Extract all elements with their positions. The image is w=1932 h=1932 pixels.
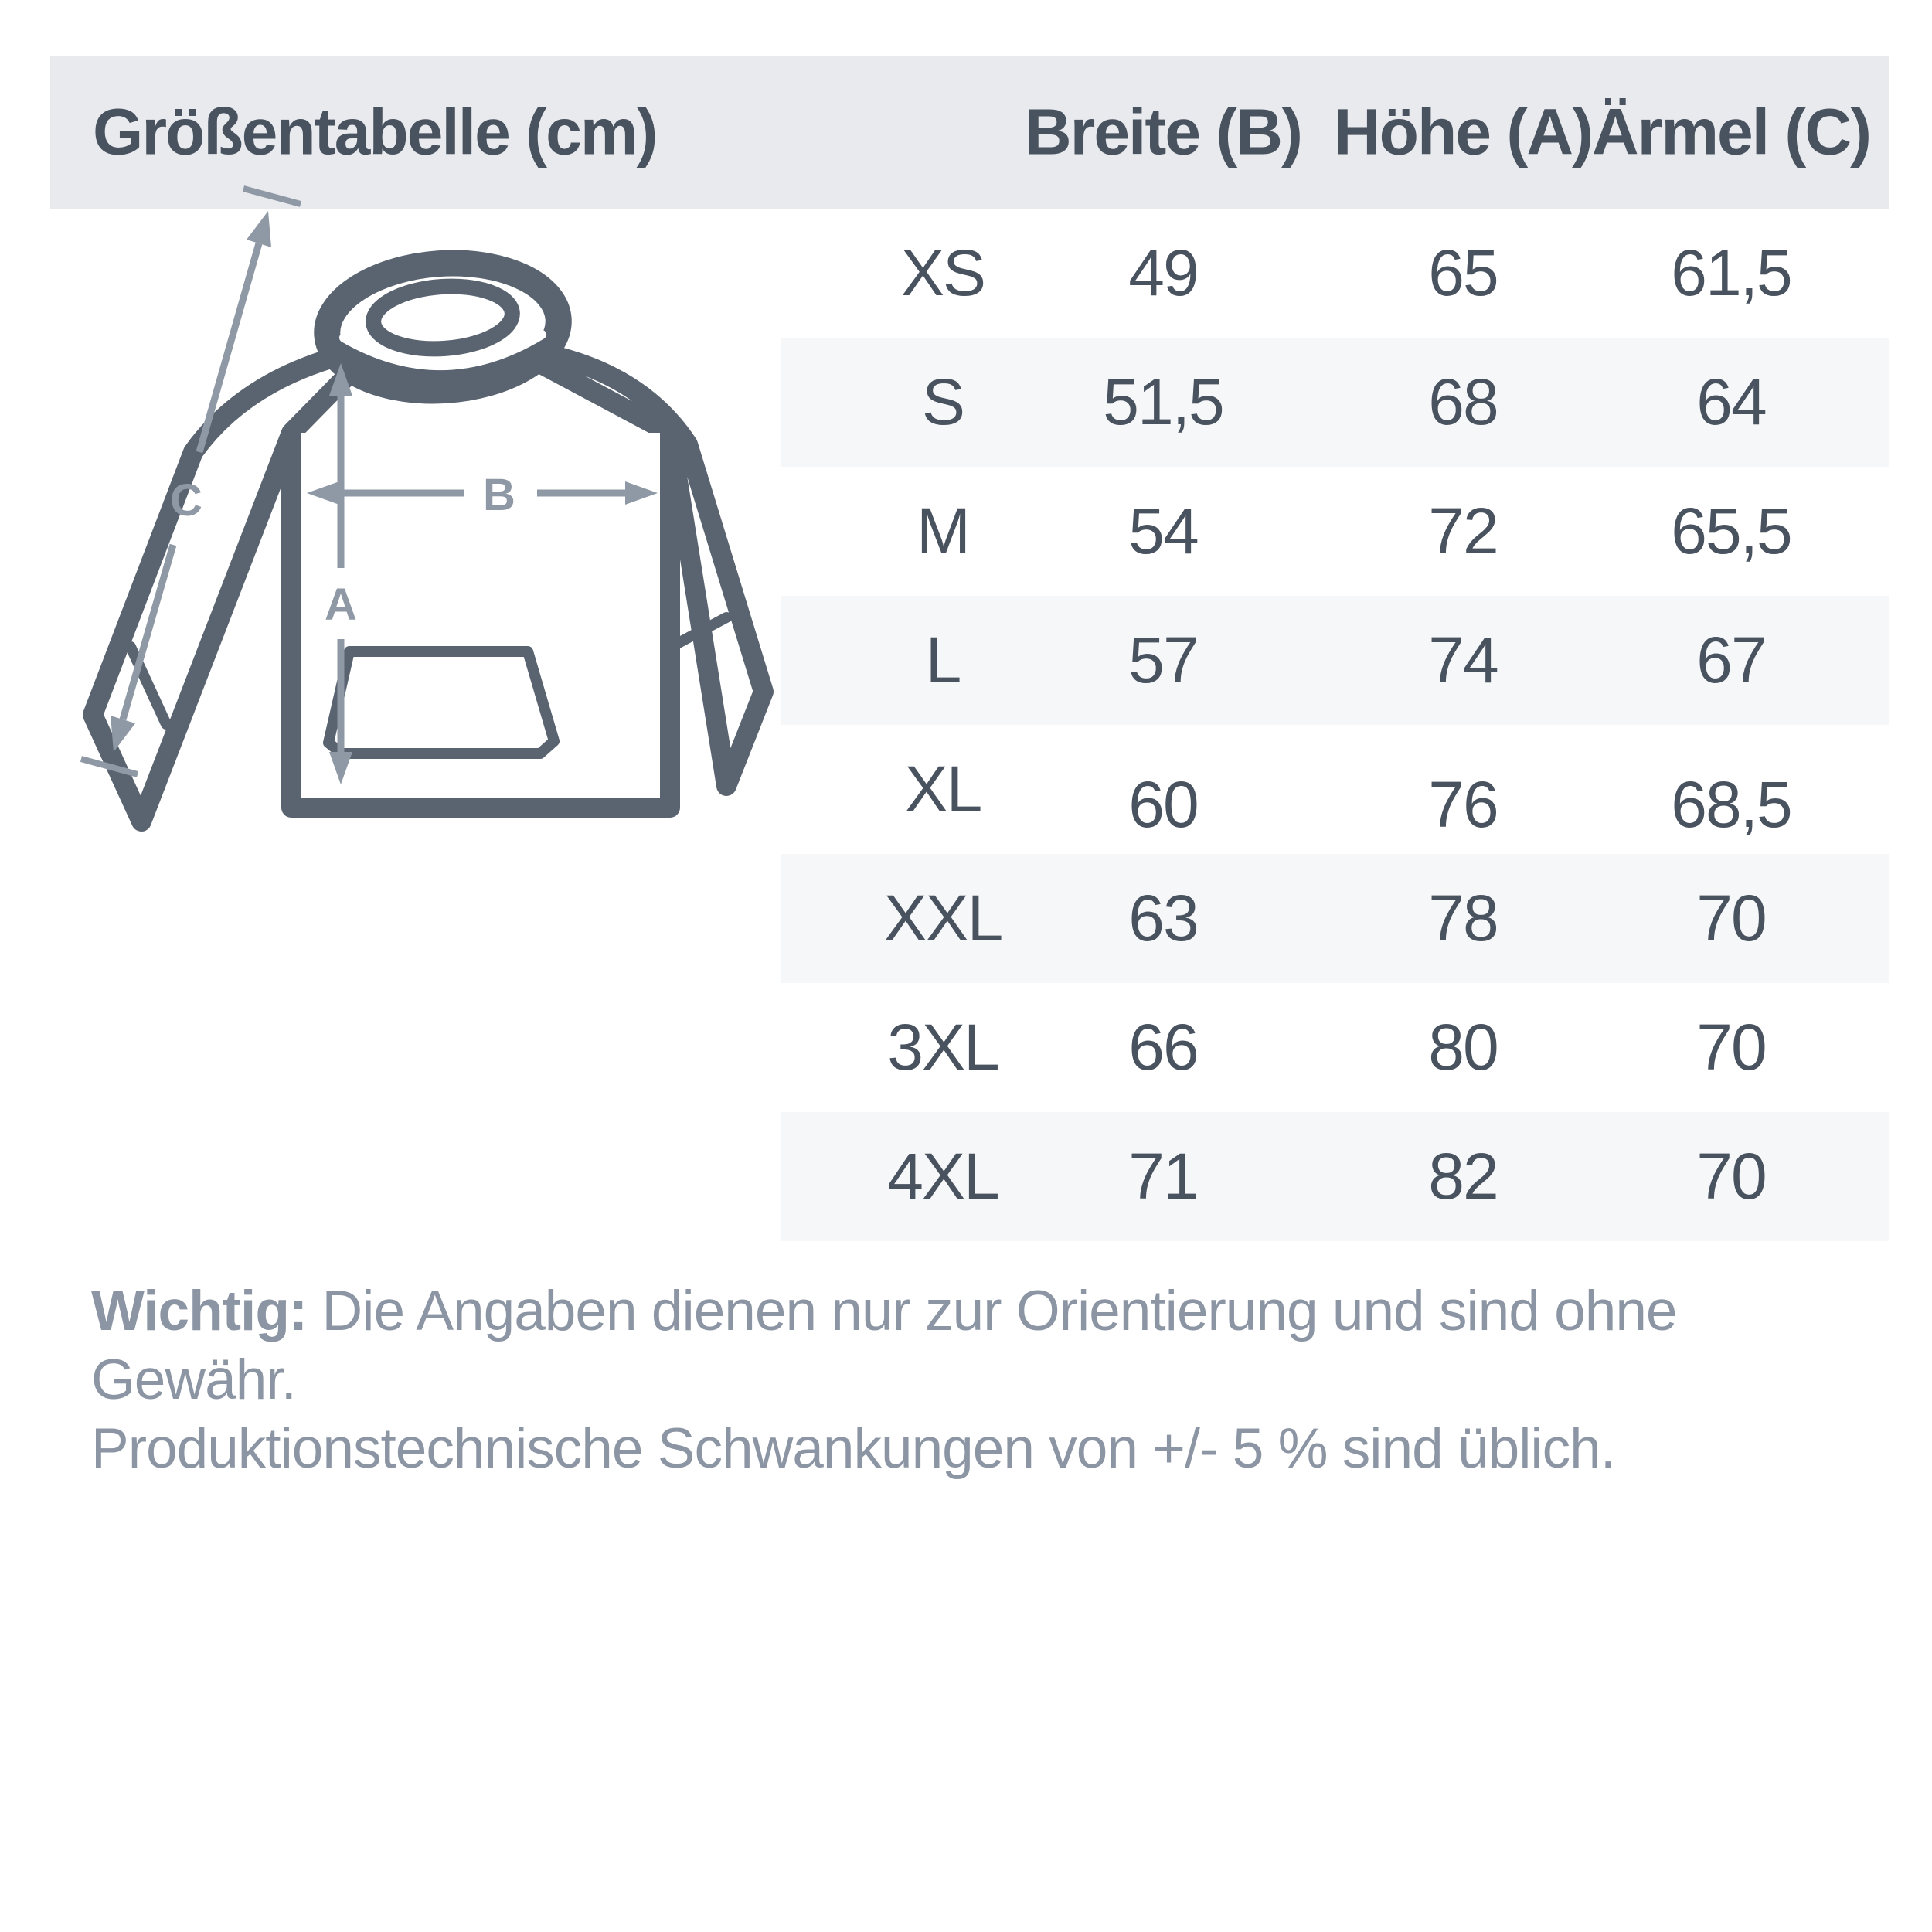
measure-arrow-b [307,481,658,505]
measure-arrow-a [329,363,352,784]
disclaimer-line2: Produktionstechnische Schwankungen von +… [91,1417,1616,1480]
table-row: S 51,5 68 64 [781,338,1889,467]
aermel-cell: 67 [1696,624,1767,696]
size-cell: 3XL [887,1011,999,1083]
size-cell: S [921,366,965,438]
table-row: XXL 63 78 70 [781,854,1889,983]
measure-arrow-c [80,185,302,777]
aermel-cell: 70 [1696,1140,1767,1213]
hoehe-cell: 65 [1428,236,1498,309]
size-chart-header: Größentabelle (cm) Breite (B) Höhe (A) Ä… [50,56,1889,209]
size-cell: XL [904,753,983,825]
disclaimer-bold: Wichtig: [91,1280,308,1342]
table-row: M 54 72 65,5 [781,467,1889,596]
table-row: L 57 74 67 [781,596,1889,725]
size-cell: XS [900,236,986,309]
aermel-cell: 65,5 [1671,495,1792,567]
breite-cell: 66 [1128,1011,1199,1083]
measure-label-a: A [325,580,357,630]
breite-cell: 60 [1128,768,1199,841]
size-table: XS 49 65 61,5 S 51,5 68 64 M 54 72 65,5 L 57 74 67 XL 60 7… [0,209,1932,1241]
breite-cell: 71 [1128,1140,1199,1213]
breite-cell: 49 [1128,236,1199,309]
measure-label-b: B [483,470,515,520]
table-row: 3XL 66 80 70 [781,983,1889,1112]
disclaimer-line1: Wichtig: Die Angaben dienen nur zur Orie… [91,1277,1892,1414]
hoehe-cell: 68 [1428,366,1498,438]
aermel-cell: 64 [1696,366,1767,438]
hood-collar-arc [336,338,549,387]
page-title: Größentabelle (cm) [93,95,658,168]
measure-label-c: C [170,475,202,526]
aermel-cell: 68,5 [1671,768,1792,841]
column-header-breite: Breite (B) [1024,95,1303,168]
column-header-hoehe: Höhe (A) [1334,95,1594,168]
aermel-cell: 61,5 [1671,236,1792,309]
breite-cell: 57 [1128,624,1199,696]
table-row: XS 49 65 61,5 [781,209,1889,338]
breite-cell: 63 [1128,882,1199,954]
size-cell: L [925,624,962,696]
column-header-aermel: Ärmel (C) [1591,95,1872,168]
hoehe-cell: 72 [1428,495,1498,567]
aermel-cell: 70 [1696,1011,1767,1083]
table-row: 4XL 71 82 70 [781,1112,1889,1241]
hoehe-cell: 78 [1428,882,1498,954]
size-cell: 4XL [887,1140,999,1213]
breite-cell: 51,5 [1103,366,1224,438]
hood-collar-gap [339,330,546,370]
hoehe-cell: 76 [1428,768,1498,841]
aermel-cell: 70 [1696,882,1767,954]
disclaimer: Wichtig: Die Angaben dienen nur zur Orie… [91,1277,1892,1483]
size-cell: XXL [883,882,1004,954]
hoodie-pocket [323,646,560,759]
hoehe-cell: 80 [1428,1011,1498,1083]
hoehe-cell: 82 [1428,1140,1498,1213]
table-row: XL 60 76 68,5 [781,725,1889,854]
hood-opening [366,278,520,357]
hoehe-cell: 74 [1428,624,1498,696]
disclaimer-line1-text: Die Angaben dienen nur zur Orientierung … [91,1280,1678,1411]
hoodie-measurement-diagram: A B C [80,185,774,832]
breite-cell: 54 [1128,495,1199,567]
size-cell: M [917,495,971,567]
